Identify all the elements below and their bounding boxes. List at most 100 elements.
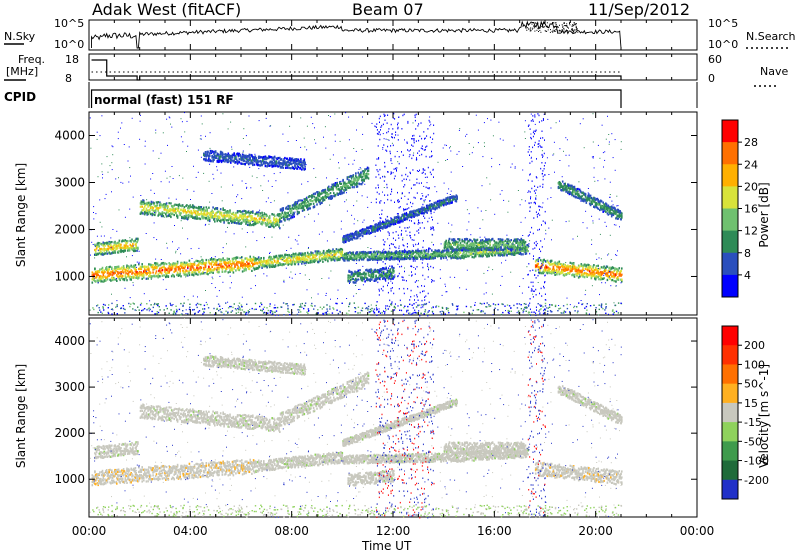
power-cell <box>193 263 196 266</box>
power-cell <box>342 180 344 183</box>
power-cell <box>173 204 175 207</box>
power-cell <box>115 269 117 273</box>
power-cell <box>291 261 294 264</box>
power-cell <box>228 214 230 217</box>
power-cell <box>176 263 178 266</box>
power-cell <box>591 275 593 278</box>
power-cell <box>514 251 517 254</box>
power-cell <box>296 213 299 216</box>
power-cell <box>382 252 384 255</box>
power-cell <box>621 280 623 283</box>
power-cell <box>586 273 588 276</box>
power-cell <box>247 162 250 166</box>
power-cell <box>137 239 139 242</box>
nsky-dot <box>522 25 524 27</box>
power-cell <box>269 156 272 159</box>
power-cell <box>327 187 329 190</box>
power-cell <box>268 155 270 158</box>
power-cell <box>323 253 326 256</box>
power-cell <box>583 273 585 276</box>
power-cell <box>562 263 565 266</box>
power-cell <box>304 161 306 164</box>
power-cell <box>316 253 318 256</box>
nsky-dot <box>569 22 570 24</box>
power-cell <box>226 215 229 218</box>
power-cell <box>319 254 322 257</box>
nsky-dot <box>552 29 554 31</box>
power-cell <box>468 254 470 257</box>
power-cell <box>285 258 288 262</box>
power-cell <box>587 266 589 269</box>
power-cell <box>94 267 96 270</box>
power-cell <box>342 256 344 259</box>
power-cell <box>597 264 599 267</box>
power-cell <box>339 256 342 260</box>
power-cell <box>549 263 551 266</box>
power-cell <box>351 251 354 254</box>
power-cell <box>398 256 401 259</box>
power-cell <box>257 159 259 162</box>
radar-title: Adak West (fitACF) <box>92 0 242 19</box>
power-cell <box>135 244 137 248</box>
power-cell <box>412 250 414 253</box>
power-cell <box>287 204 289 208</box>
power-cell <box>156 262 159 265</box>
freq-tick-high: 18 <box>65 53 79 66</box>
power-cell <box>374 251 376 254</box>
power-cell <box>208 216 211 219</box>
power-cell <box>94 279 96 283</box>
power-cell <box>106 269 109 273</box>
power-cell <box>341 250 344 253</box>
power-cell <box>203 209 206 212</box>
power-cell <box>244 214 246 217</box>
power-cell <box>348 175 350 179</box>
nsky-dot <box>540 23 542 25</box>
power-cell <box>512 253 515 256</box>
power-cell <box>239 261 241 264</box>
power-cell <box>236 256 239 259</box>
power-cell <box>169 267 171 271</box>
power-cell <box>182 271 185 274</box>
power-cell <box>102 244 105 247</box>
power-cell <box>179 213 181 217</box>
power-cell <box>333 253 335 256</box>
power-cell <box>593 264 595 267</box>
power-cell <box>344 257 347 260</box>
power-cell <box>224 218 226 221</box>
power-cell <box>239 256 241 260</box>
nsky-dot <box>575 27 577 29</box>
power-cell <box>176 262 179 265</box>
power-cell <box>596 270 599 273</box>
power-cell <box>429 257 431 260</box>
power-cell <box>99 248 101 251</box>
power-cell <box>453 252 456 255</box>
power-cell <box>271 160 273 163</box>
power-cell <box>281 162 284 165</box>
power-cell <box>362 258 365 261</box>
nsky-dot <box>526 23 528 25</box>
power-cell <box>311 254 314 257</box>
power-cell <box>329 249 332 252</box>
power-cell <box>107 245 110 248</box>
power-cell <box>145 265 148 268</box>
power-cell <box>174 209 176 212</box>
power-cell <box>368 258 371 261</box>
power-cell <box>304 165 306 168</box>
power-cell <box>282 209 284 212</box>
power-cell <box>219 264 221 267</box>
power-cell <box>148 263 150 266</box>
power-cell <box>112 248 115 251</box>
power-cell <box>203 262 206 265</box>
power-cell <box>120 249 122 252</box>
power-cell <box>94 243 96 246</box>
power-cell <box>150 202 153 205</box>
power-cell <box>273 265 276 268</box>
power-cell <box>549 267 551 270</box>
power-cell <box>572 263 575 266</box>
power-cell <box>568 265 571 268</box>
power-cell <box>205 159 208 162</box>
power-cell <box>248 224 251 227</box>
power-cell <box>129 247 132 250</box>
power-cell <box>321 257 323 260</box>
power-cell <box>349 180 352 183</box>
